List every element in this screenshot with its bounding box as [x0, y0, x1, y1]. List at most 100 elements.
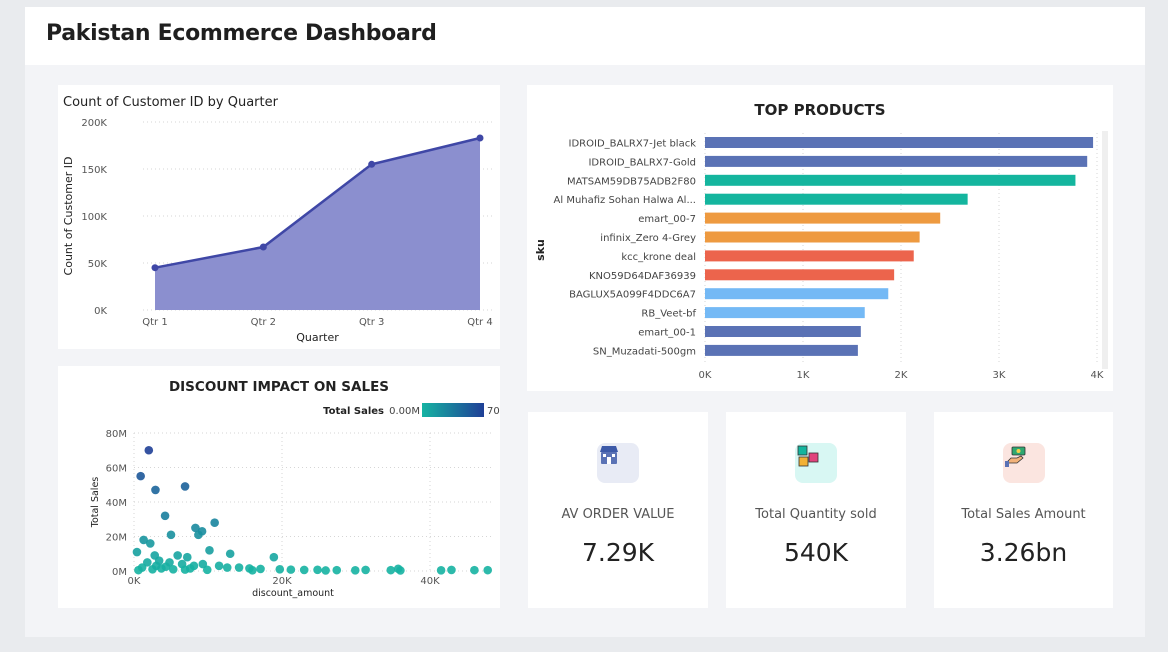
scatter-point	[166, 530, 176, 540]
scatter-point	[191, 523, 200, 533]
y-tick-label: infinix_Zero 4-Grey	[600, 233, 696, 244]
scatter-point	[256, 564, 265, 574]
kpi-card-av-order-value[interactable]: AV ORDER VALUE 7.29K	[528, 412, 708, 608]
scatter-point	[234, 563, 244, 572]
scatter-point	[160, 511, 170, 521]
title-bar: Pakistan Ecommerce Dashboard	[25, 7, 1145, 65]
y-tick-label: 0K	[94, 306, 107, 317]
x-axis-label: discount_amount	[252, 588, 334, 599]
page-title: Pakistan Ecommerce Dashboard	[46, 21, 437, 46]
bar	[705, 231, 920, 243]
scatter-point	[132, 547, 142, 557]
scatter-point	[269, 552, 279, 562]
data-point	[151, 264, 159, 272]
scatter-point	[180, 482, 190, 491]
y-tick-label: RB_Veet-bf	[641, 309, 696, 320]
scatter-point	[470, 565, 479, 575]
legend-gradient-bar	[422, 403, 484, 417]
y-tick-label: kcc_krone deal	[621, 252, 696, 263]
kpi-value: 3.26bn	[979, 538, 1068, 567]
bar-chart[interactable]: 0K 1K 2K 3K 4K IDROID_BALRX7-Jet black IDROID_…	[527, 85, 1113, 391]
y-tick-label: 50K	[88, 259, 108, 270]
y-tick-label: 100K	[81, 212, 107, 223]
scatter-point	[205, 546, 214, 555]
scatter-point	[194, 530, 203, 540]
bar	[705, 174, 1076, 186]
bar-chart-title: TOP PRODUCTS	[754, 101, 886, 119]
scatter-point	[134, 565, 143, 575]
scatter-point	[361, 565, 370, 575]
kpi-label: Total Quantity sold	[755, 507, 877, 522]
area-chart-title: Count of Customer ID by Quarter	[63, 95, 278, 110]
series-line	[154, 136, 481, 269]
boxes-icon	[795, 443, 837, 483]
kpi-card-total-quantity[interactable]: Total Quantity sold 540K	[726, 412, 906, 608]
bar	[705, 326, 861, 337]
scatter-point	[202, 565, 212, 575]
scatter-point	[299, 565, 309, 575]
y-axis-label: sku	[534, 239, 547, 261]
y-tick-label: 150K	[81, 165, 107, 176]
y-tick-label: 20M	[106, 533, 127, 544]
y-tick-label: 0M	[112, 567, 127, 578]
scatter-point	[210, 518, 219, 527]
area-fill	[155, 137, 480, 310]
bar	[705, 193, 968, 205]
scatter-chart[interactable]: 0M 20M 40M 60M 80M 0K 20K 40K Total Sales 0.00M 70…	[58, 366, 500, 608]
scatter-point	[136, 471, 145, 481]
scatter-point	[161, 562, 171, 571]
x-tick-label: Qtr 3	[359, 317, 384, 328]
kpi-label: Total Sales Amount	[961, 507, 1086, 522]
discount-impact-card[interactable]: DISCOUNT IMPACT ON SALES 0M 20M 40M 60M 80M 0…	[58, 366, 500, 608]
scrollbar	[1102, 131, 1108, 369]
data-point	[368, 160, 376, 168]
bar	[705, 155, 1088, 167]
data-point	[259, 243, 267, 251]
legend-max-label: 70.12M	[487, 406, 500, 417]
y-tick-label: Al Muhafiz Sohan Halwa Al...	[554, 195, 696, 206]
scatter-point	[185, 564, 195, 573]
area-chart[interactable]: 0K 50K 100K 150K 200K Qtr 1 Qtr 2 Qtr 3 Qtr 4 Qua…	[58, 85, 500, 349]
hand-money-icon	[1003, 443, 1045, 483]
x-tick-label: Qtr 1	[142, 317, 167, 328]
top-products-card[interactable]: TOP PRODUCTS 0K 1K 2K 3K 4K IDROID_BALRX7-Jet…	[527, 85, 1113, 391]
x-tick-label: 1K	[797, 370, 810, 381]
y-tick-label: IDROID_BALRX7-Gold	[588, 157, 696, 168]
kpi-card-total-sales-amount[interactable]: Total Sales Amount 3.26bn	[934, 412, 1113, 608]
bar	[705, 137, 1094, 148]
x-tick-label: 20K	[272, 576, 292, 587]
scatter-point	[447, 565, 456, 575]
scatter-point	[222, 563, 232, 572]
kpi-value: 7.29K	[581, 538, 655, 567]
x-tick-label: 0K	[128, 576, 141, 587]
bar	[705, 344, 858, 356]
y-axis-label: Total Sales	[90, 477, 101, 529]
scatter-point	[286, 565, 296, 574]
scatter-point	[332, 565, 342, 575]
y-tick-label: IDROID_BALRX7-Jet black	[569, 139, 697, 150]
y-tick-label: 200K	[81, 118, 107, 129]
scatter-point	[436, 566, 446, 575]
kpi-value: 540K	[783, 538, 849, 567]
bar	[705, 269, 895, 281]
scatter-point	[321, 566, 330, 575]
x-axis-label: Quarter	[296, 331, 339, 344]
scatter-point	[145, 539, 155, 548]
legend-min-label: 0.00M	[389, 406, 420, 417]
y-axis-label: Count of Customer ID	[62, 157, 75, 276]
x-tick-label: 3K	[993, 370, 1006, 381]
scatter-point	[350, 566, 360, 575]
scatter-point	[396, 566, 405, 575]
y-tick-label: BAGLUX5A099F4DDC6A7	[569, 290, 696, 301]
scatter-point	[214, 561, 224, 571]
kpi-label: AV ORDER VALUE	[561, 507, 675, 522]
y-tick-label: SN_Muzadati-500gm	[593, 346, 696, 357]
scatter-point	[248, 566, 257, 575]
y-tick-label: emart_00-1	[638, 328, 696, 339]
scatter-point	[168, 564, 178, 574]
scatter-point	[151, 561, 161, 571]
store-icon	[597, 443, 639, 483]
scatter-point	[275, 564, 285, 574]
customer-quarter-card[interactable]: Count of Customer ID by Quarter 0K 50K 100…	[58, 85, 500, 349]
data-point	[476, 134, 484, 142]
